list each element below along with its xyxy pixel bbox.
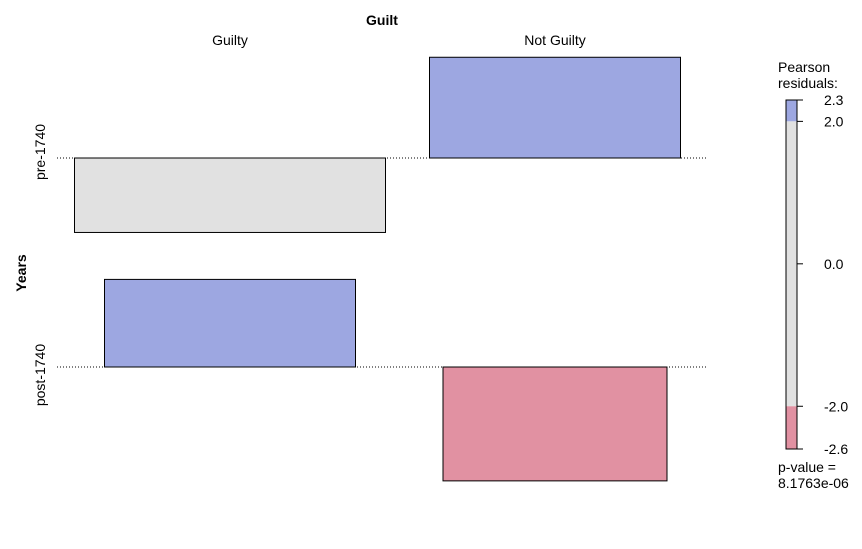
residual-bars <box>74 56 681 482</box>
column-variable-title: Guilt <box>366 12 398 28</box>
legend-tick-label: -2.0 <box>824 398 848 414</box>
legend-neutral-segment <box>786 121 797 407</box>
row-variable-title: Years <box>13 254 29 292</box>
legend-title-line1: Pearson <box>778 59 830 75</box>
legend-title-line2: residuals: <box>778 75 838 91</box>
legend-tick-label: 0.0 <box>824 256 844 272</box>
bar-post-1740-guilty <box>104 278 356 368</box>
bar-post-1740-not-guilty <box>442 366 668 482</box>
column-label-guilty: Guilty <box>212 32 248 48</box>
legend-color-bar <box>785 99 798 450</box>
legend: Pearson residuals: 2.3 2.0 0.0 -2.0 -2.6 p-v… <box>778 59 849 491</box>
legend-tick-label: 2.3 <box>824 92 844 108</box>
pvalue-line2: 8.1763e-06 <box>778 475 849 491</box>
pvalue-line1: p-value = <box>778 459 836 475</box>
column-label-not-guilty: Not Guilty <box>524 32 585 48</box>
bar-pre-1740-guilty <box>74 157 386 233</box>
legend-frame <box>785 99 798 450</box>
legend-positive-segment <box>786 100 797 122</box>
legend-tick-label: -2.6 <box>824 441 848 457</box>
row-label-pre-1740: pre-1740 <box>32 124 48 180</box>
row-label-post-1740: post-1740 <box>32 344 48 406</box>
legend-tick-label: 2.0 <box>824 113 844 129</box>
legend-negative-segment <box>786 406 797 449</box>
legend-ticks: 2.3 2.0 0.0 -2.0 -2.6 <box>797 92 848 457</box>
bar-pre-1740-not-guilty <box>429 56 681 159</box>
